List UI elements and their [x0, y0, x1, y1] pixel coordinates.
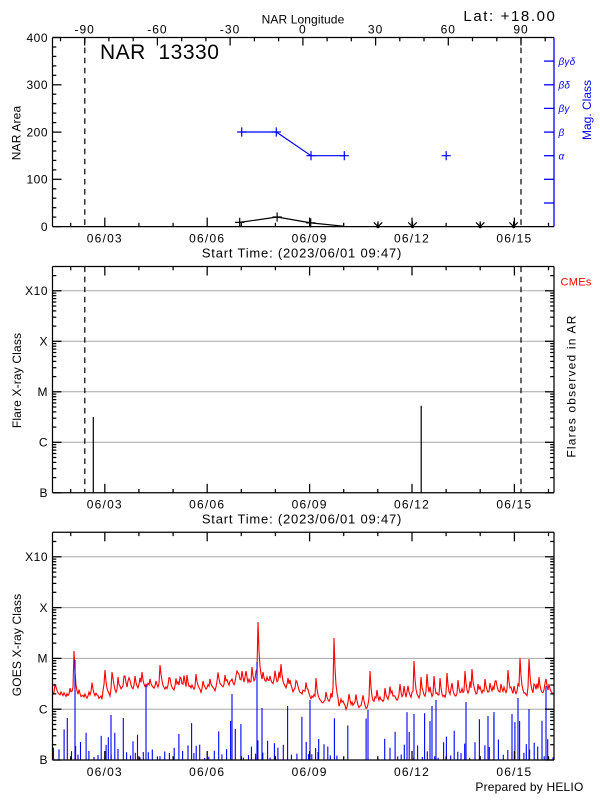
svg-text:-30: -30: [220, 23, 240, 37]
svg-text:06/03: 06/03: [87, 765, 123, 779]
svg-text:06/12: 06/12: [394, 498, 430, 512]
svg-text:X: X: [39, 335, 48, 349]
svg-text:0: 0: [299, 23, 307, 37]
svg-text:Flares observed in AR: Flares observed in AR: [565, 314, 579, 457]
svg-text:NAR 13330: NAR 13330: [100, 41, 219, 64]
svg-text:90: 90: [513, 23, 528, 37]
svg-text:X10: X10: [25, 550, 48, 564]
svg-text:60: 60: [441, 23, 456, 37]
svg-text:0: 0: [41, 220, 48, 234]
svg-text:06/15: 06/15: [496, 232, 532, 246]
svg-text:06/06: 06/06: [189, 498, 225, 512]
svg-text:06/09: 06/09: [292, 765, 328, 779]
svg-text:06/03: 06/03: [87, 498, 123, 512]
svg-text:B: B: [39, 753, 48, 767]
svg-text:B: B: [39, 486, 48, 500]
svg-text:Mag. Class: Mag. Class: [580, 80, 594, 140]
svg-text:Start Time: (2023/06/01 09:47): Start Time: (2023/06/01 09:47): [202, 246, 402, 261]
svg-text:06/06: 06/06: [189, 765, 225, 779]
svg-text:06/12: 06/12: [394, 765, 430, 779]
svg-text:06/15: 06/15: [496, 765, 532, 779]
svg-text:200: 200: [26, 125, 48, 139]
svg-text:C: C: [39, 702, 48, 716]
svg-text:06/12: 06/12: [394, 232, 430, 246]
svg-text:M: M: [38, 385, 49, 399]
svg-text:Prepared by HELIO: Prepared by HELIO: [475, 780, 583, 794]
svg-text:βδ: βδ: [558, 81, 571, 92]
svg-text:βγδ: βγδ: [558, 57, 576, 68]
svg-text:-90: -90: [75, 23, 95, 37]
svg-text:NAR Area: NAR Area: [10, 106, 24, 161]
svg-text:100: 100: [26, 173, 48, 187]
svg-text:α: α: [559, 152, 565, 163]
svg-text:06/09: 06/09: [292, 232, 328, 246]
svg-text:06/06: 06/06: [189, 232, 225, 246]
svg-text:06/03: 06/03: [87, 232, 123, 246]
svg-text:06/09: 06/09: [292, 498, 328, 512]
svg-text:βγ: βγ: [558, 104, 571, 115]
svg-text:M: M: [38, 652, 49, 666]
svg-text:30: 30: [368, 23, 383, 37]
svg-text:β: β: [558, 128, 565, 139]
svg-text:300: 300: [26, 78, 48, 92]
svg-text:Flare X-ray Class: Flare X-ray Class: [10, 333, 24, 428]
svg-text:CMEs: CMEs: [561, 277, 592, 289]
svg-text:GOES X-ray Class: GOES X-ray Class: [10, 594, 24, 696]
svg-text:X10: X10: [25, 284, 48, 298]
svg-text:400: 400: [26, 31, 48, 45]
svg-text:-60: -60: [147, 23, 167, 37]
svg-text:Lat: +18.00: Lat: +18.00: [463, 8, 556, 25]
svg-text:Start Time: (2023/06/01 09:47): Start Time: (2023/06/01 09:47): [202, 511, 402, 526]
svg-text:C: C: [39, 436, 48, 450]
svg-text:06/15: 06/15: [496, 498, 532, 512]
svg-text:X: X: [39, 601, 48, 615]
svg-text:NAR Longitude: NAR Longitude: [262, 13, 345, 27]
